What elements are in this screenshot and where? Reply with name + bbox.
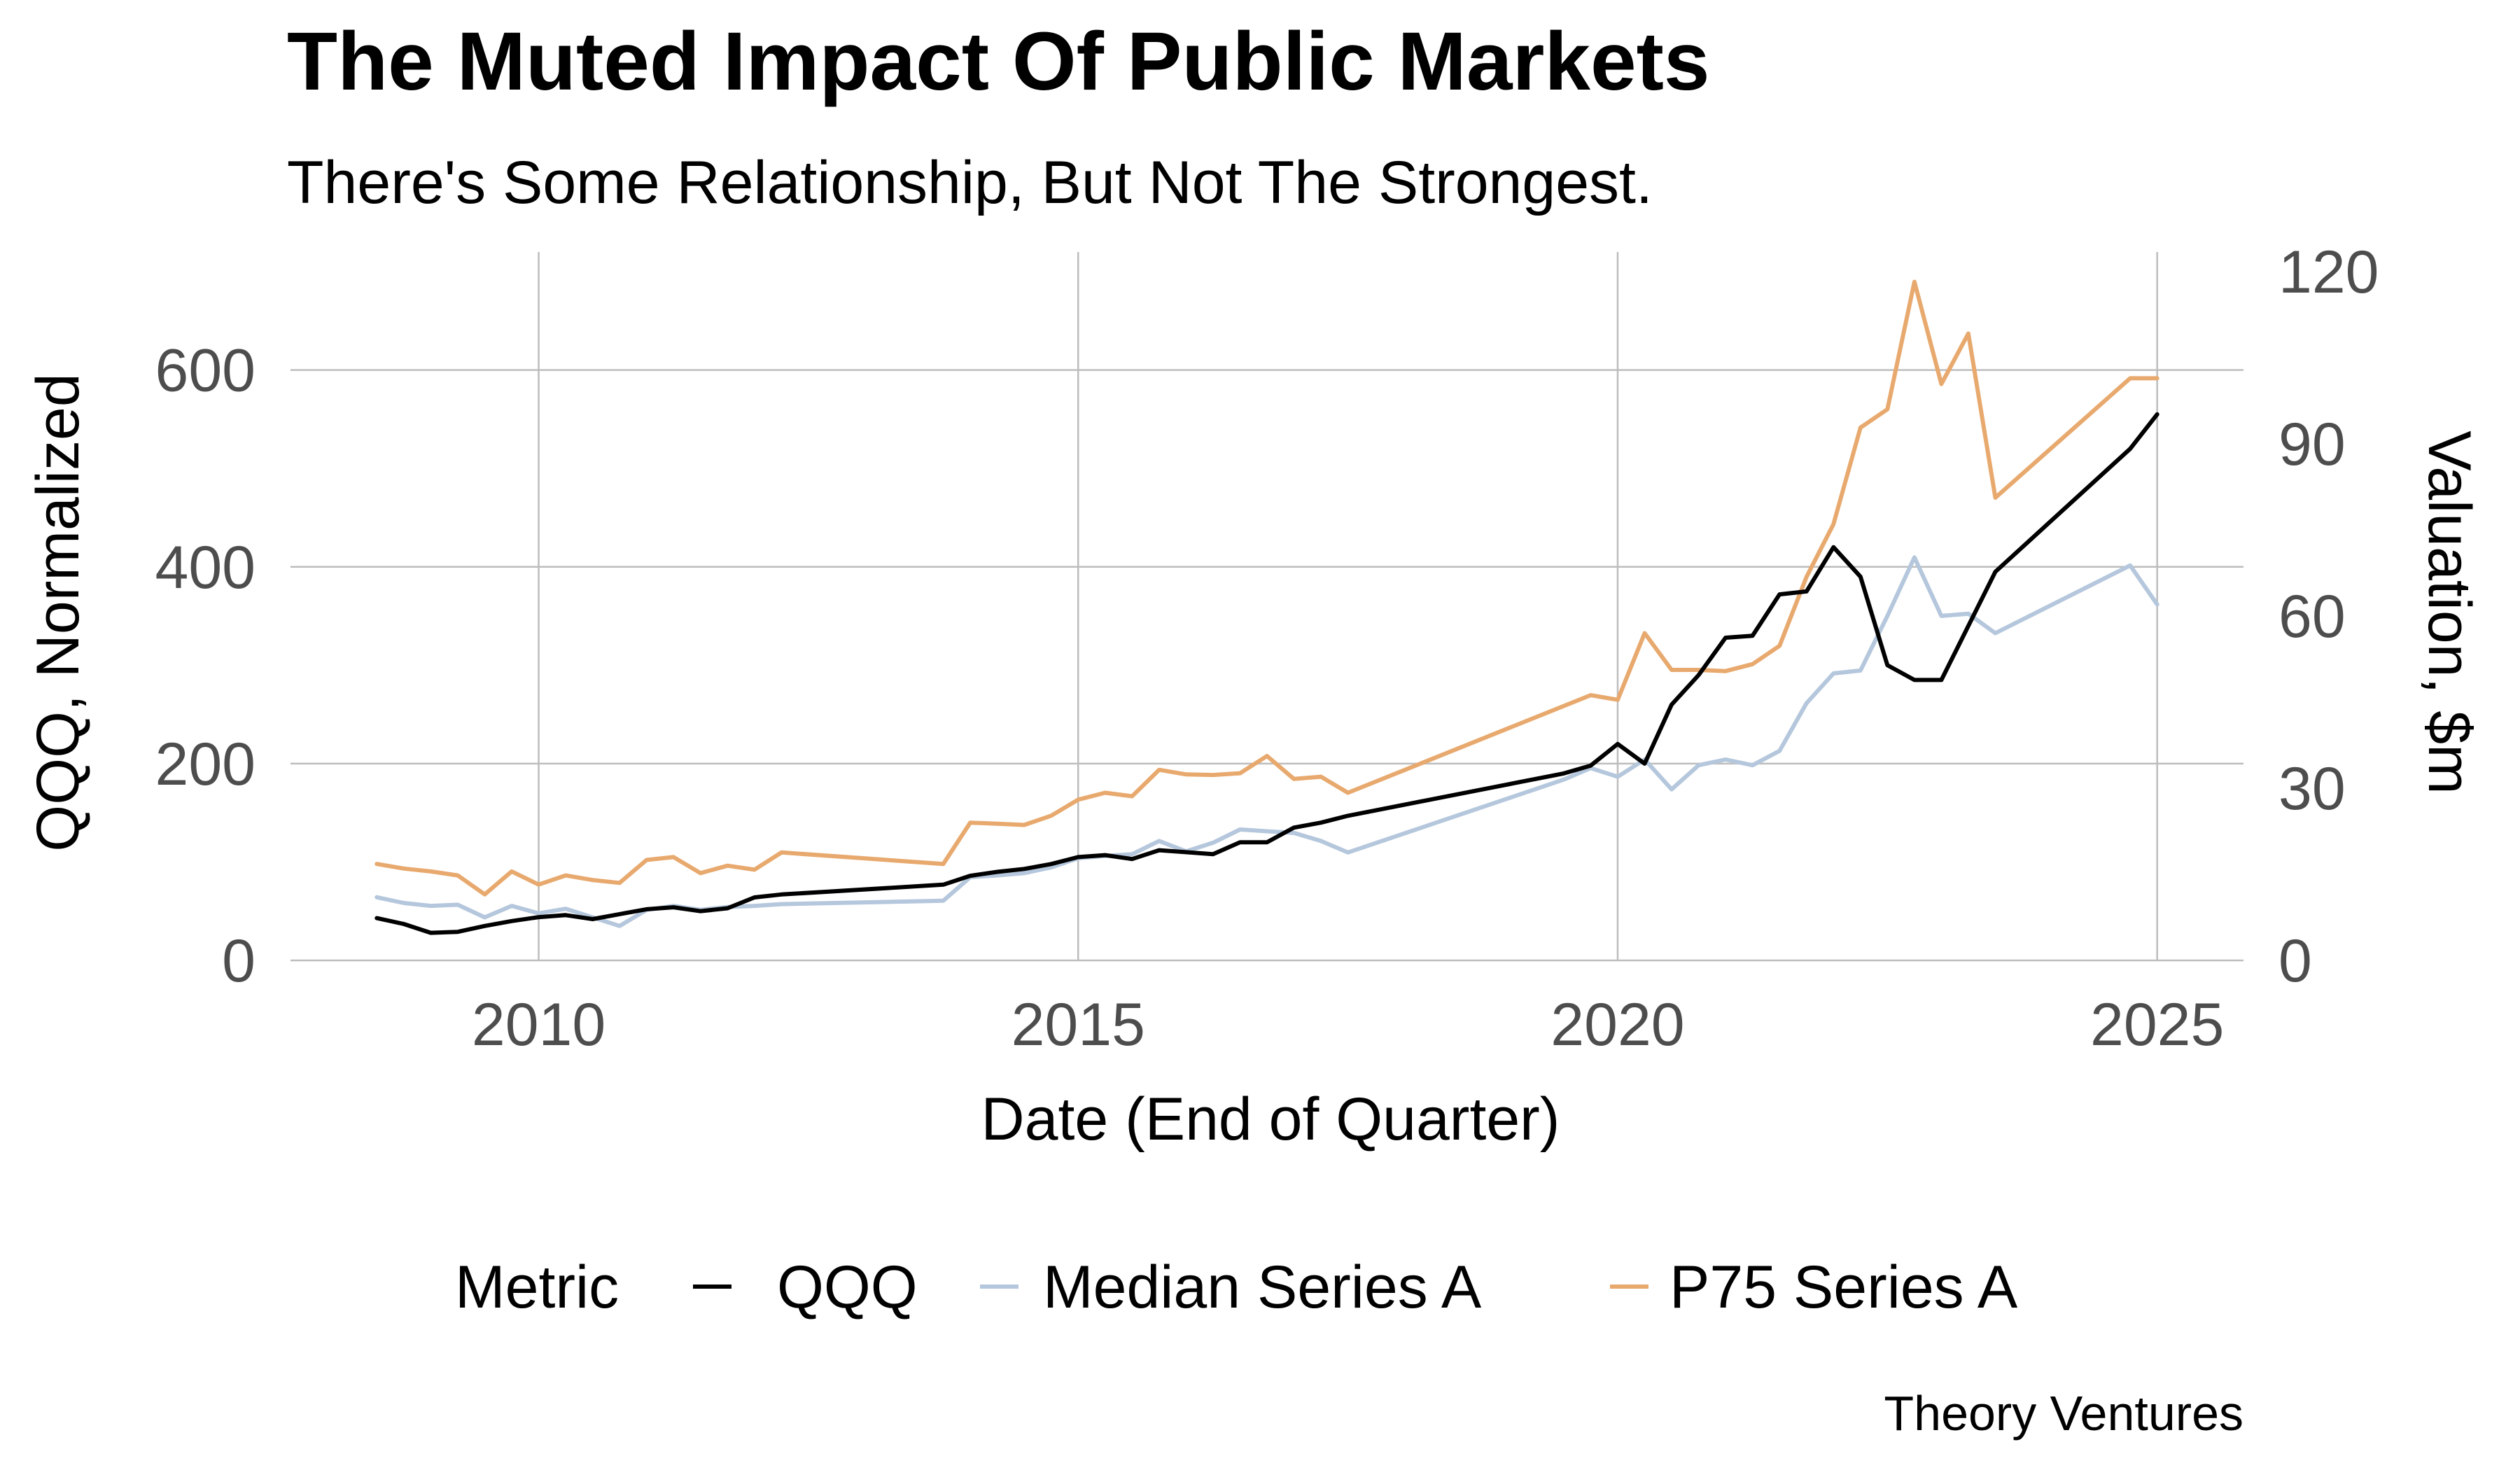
right-y-tick-label: 0 [2278,927,2312,995]
gridlines [290,252,2244,962]
x-tick-label: 2010 [472,991,606,1058]
right-y-tick-label: 120 [2278,239,2379,306]
right-y-tick-label: 90 [2278,411,2346,478]
series-line-qqq [374,412,2160,935]
chart-subtitle: There's Some Relationship, But Not The S… [287,149,1653,216]
x-tick-label: 2025 [2090,991,2224,1058]
left-y-axis-title: QQQ, Normalized [24,373,92,851]
x-axis: 2010 2015 2020 2025 [472,991,2224,1058]
x-tick-label: 2015 [1011,991,1145,1058]
legend-label-qqq: QQQ [777,1254,918,1321]
plot-series [374,279,2160,935]
legend-title: Metric [455,1254,619,1321]
right-y-tick-label: 60 [2278,583,2346,650]
series-line-p75-series-a [374,279,2160,897]
left-y-tick-label: 0 [222,927,255,995]
left-y-tick-label: 400 [155,534,256,601]
left-y-axis: 0 200 400 600 [155,337,256,995]
legend: Metric QQQ Median Series A P75 Series A [455,1254,2018,1321]
right-y-tick-label: 30 [2278,755,2346,822]
right-y-axis-title: Valuation, $m [2416,430,2483,794]
chart-title: The Muted Impact Of Public Markets [287,15,1710,108]
right-y-axis: 0 30 60 90 120 [2278,239,2379,995]
left-y-tick-label: 600 [155,337,256,405]
legend-label-p75-series-a: P75 Series A [1670,1254,2018,1321]
x-axis-title: Date (End of Quarter) [981,1086,1560,1153]
legend-label-median-series-a: Median Series A [1043,1254,1482,1321]
series-line-median-series-a [374,555,2160,928]
x-tick-label: 2020 [1550,991,1684,1058]
left-y-tick-label: 200 [155,731,256,798]
caption: Theory Ventures [1884,1386,2244,1441]
